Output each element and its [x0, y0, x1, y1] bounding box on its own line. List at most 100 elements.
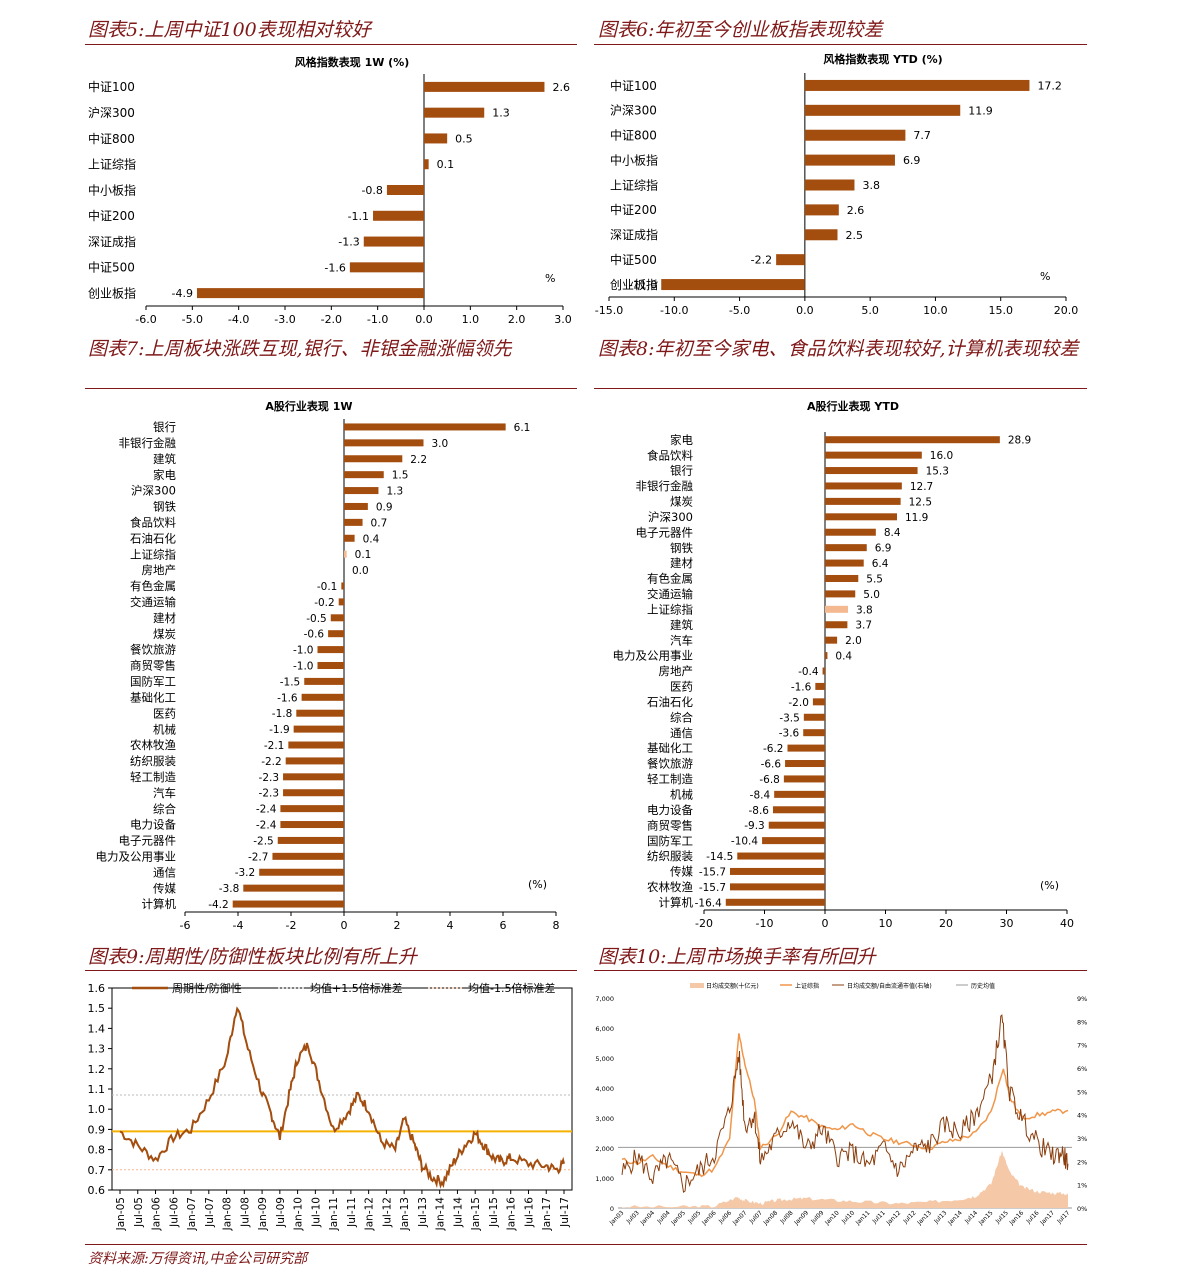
- x-tick-label: Jan08: [762, 1209, 780, 1227]
- bar: [386, 185, 424, 195]
- x-tick-label: Jul-12: [381, 1197, 393, 1228]
- value-label: -1.6: [791, 681, 812, 693]
- x-tick-label: Jan-16: [506, 1197, 518, 1232]
- legend-label: 日均成交额/自由流通市值(右轴): [847, 982, 932, 990]
- bar: [363, 236, 424, 247]
- x-tick-label: Jul-10: [310, 1197, 322, 1228]
- y-tick-label: 1.5: [88, 1002, 106, 1015]
- legend-label: 日均成交额(十亿元): [706, 982, 759, 990]
- category-label: 基础化工: [130, 690, 176, 704]
- category-label: 建材: [153, 611, 176, 625]
- bar: [341, 582, 344, 590]
- bar: [812, 698, 825, 706]
- category-label: 上证综指: [610, 177, 658, 192]
- value-label: -6.6: [761, 759, 782, 771]
- category-label: 房地产: [659, 664, 694, 678]
- value-label: -2.0: [788, 697, 809, 709]
- bar: [344, 471, 384, 479]
- footer-source: 资料来源:万得资讯,中金公司研究部: [88, 1251, 308, 1267]
- volume-area: [622, 1150, 1068, 1208]
- category-label: 中小板指: [610, 152, 658, 167]
- y-right-tick-label: 9%: [1077, 995, 1087, 1003]
- x-tick-label: Jul-17: [559, 1197, 571, 1228]
- category-label: 建筑: [153, 452, 176, 466]
- bar: [317, 662, 344, 669]
- category-label: 建材: [670, 556, 693, 570]
- x-tick-label: Jan-12: [364, 1197, 376, 1231]
- value-label: -2.1: [264, 740, 285, 752]
- value-label: 6.1: [514, 422, 531, 434]
- y-left-tick-label: 0: [610, 1205, 614, 1213]
- x-tick-label: Jul11: [871, 1209, 887, 1225]
- turnover-chart: 0 1,000 2,000 3,000 4,000 5,000 6,000 7,000 0% 1%…: [595, 982, 1087, 1227]
- value-label: 5.0: [863, 589, 880, 601]
- category-label: 上证综指: [88, 157, 136, 172]
- value-label: 2.6: [847, 204, 865, 217]
- chart-title: A股行业表现 1W: [265, 399, 352, 413]
- category-label: 石油石化: [130, 531, 176, 545]
- x-tick-label: Jul-06: [168, 1197, 180, 1228]
- x-tick-label: Jan-15: [470, 1197, 482, 1231]
- value-label: -1.8: [272, 708, 293, 720]
- x-tick-label: -5.0: [729, 304, 750, 317]
- category-label: 沪深300: [610, 104, 657, 118]
- bar: [825, 636, 838, 644]
- value-label: 0.7: [371, 517, 388, 529]
- value-label: -2.7: [248, 851, 269, 863]
- x-tick-label: -6: [180, 919, 191, 932]
- unit-label: (%): [528, 878, 547, 891]
- value-label: 0.4: [835, 651, 852, 663]
- bar-chart-0: 风格指数表现 1W (%) -6.0 -5.0 -4.0 -3.0 -2.0 -1.0 0.0…: [88, 55, 572, 326]
- x-tick-label: Jul-05: [133, 1197, 145, 1228]
- category-label: 轻工制造: [647, 772, 693, 786]
- value-label: -1.0: [293, 661, 314, 673]
- x-tick-label: -1.0: [367, 313, 388, 326]
- category-label: 中证500: [88, 260, 135, 275]
- category-label: 通信: [670, 726, 693, 740]
- bar: [232, 900, 344, 908]
- x-tick-label: Jul13: [932, 1209, 948, 1225]
- bar: [301, 693, 344, 701]
- category-label: 上证综指: [647, 602, 693, 616]
- y-tick-label: 1.3: [88, 1043, 106, 1056]
- bar: [424, 107, 485, 118]
- y-tick-label: 1.2: [88, 1063, 106, 1076]
- panel-title-6: 图表6:年初至今创业板指表现较差: [598, 19, 883, 41]
- value-label: 0.4: [363, 533, 380, 545]
- x-tick-label: 20: [939, 917, 953, 930]
- x-tick-label: -6.0: [135, 313, 156, 326]
- unit-label: %: [545, 272, 555, 285]
- unit-label: (%): [1040, 879, 1059, 892]
- category-label: 中证800: [610, 128, 657, 143]
- category-label: 有色金属: [130, 579, 176, 593]
- panel-title-10: 图表10:上周市场换手率有所回升: [598, 946, 876, 968]
- x-tick-label: Jan-10: [293, 1197, 305, 1231]
- x-tick-label: 20.0: [1054, 304, 1079, 317]
- x-tick-label: Jan-13: [399, 1197, 411, 1231]
- category-label: 医药: [153, 706, 176, 720]
- category-label: 交通运输: [130, 595, 176, 609]
- bar: [762, 837, 825, 845]
- category-label: 有色金属: [647, 572, 693, 586]
- y-left-tick-label: 6,000: [595, 1025, 614, 1033]
- value-label: -3.8: [219, 883, 240, 895]
- bar: [304, 677, 344, 685]
- unit-label: %: [1040, 270, 1050, 283]
- category-label: 电力及公用事业: [96, 849, 177, 863]
- x-tick-label: -20: [695, 917, 713, 930]
- legend-label: 上证综指: [795, 982, 819, 990]
- x-tick-label: Jul10: [840, 1209, 856, 1225]
- panel-title-8: 图表8:年初至今家电、食品饮料表现较好,计算机表现较差: [598, 338, 1079, 360]
- category-label: 石油石化: [647, 695, 693, 709]
- value-label: -6.2: [763, 743, 784, 755]
- x-tick-label: Jul03: [625, 1209, 641, 1225]
- x-tick-label: Jan05: [669, 1209, 687, 1227]
- x-tick-label: 0.0: [415, 313, 433, 326]
- category-label: 中证500: [610, 252, 657, 267]
- turnover-ratio-line: [621, 1014, 1069, 1194]
- category-label: 沪深300: [131, 484, 176, 498]
- value-label: -1.6: [277, 692, 298, 704]
- category-label: 钢铁: [153, 500, 176, 514]
- value-label: -4.2: [208, 899, 229, 911]
- bar: [424, 81, 545, 92]
